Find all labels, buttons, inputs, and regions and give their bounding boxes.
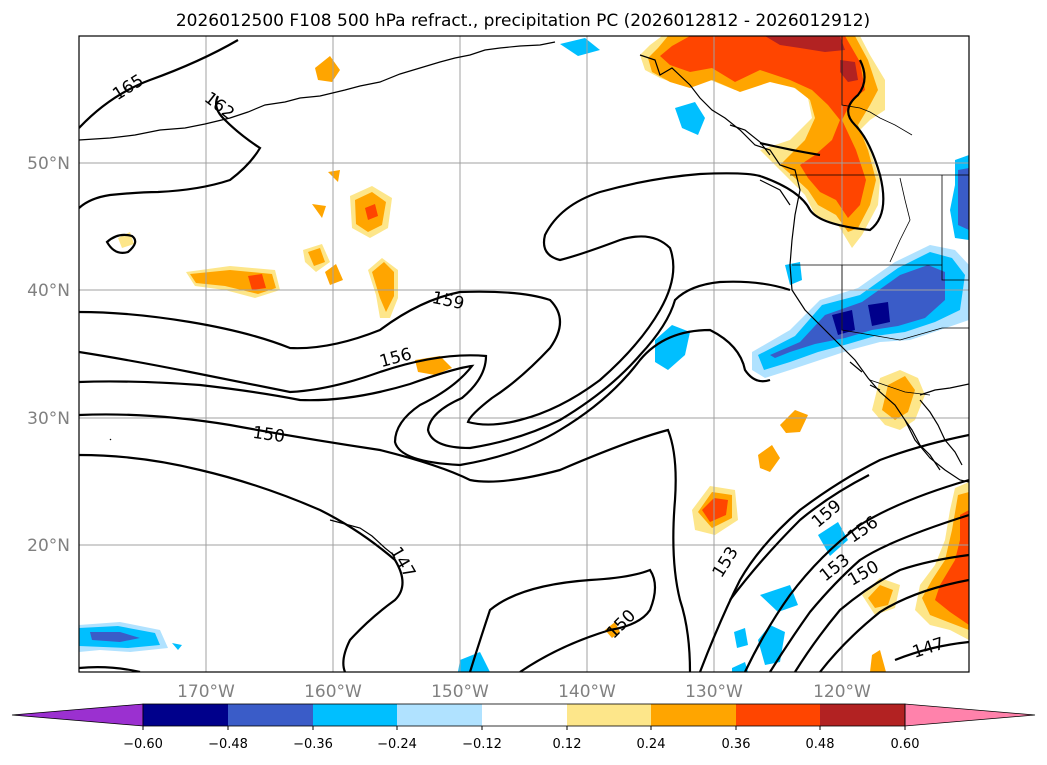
colorbar-tick-label: 0.12 — [553, 737, 582, 752]
colorbar: −0.60 −0.48 −0.36 −0.24 −0.12 0.12 0.24 … — [11, 703, 1036, 752]
map-frame — [78, 35, 970, 673]
precip-area-nevada-utah-navy — [832, 302, 890, 335]
precip-area-west-2-core — [308, 248, 325, 266]
coast-alaska — [79, 41, 556, 141]
lon-tick-label: 170°W — [177, 682, 235, 702]
precip-area-nevada-utah-blue — [770, 265, 945, 358]
precip-area-mid-pacific-a-red — [702, 498, 728, 522]
colorbar-tick-label: 0.36 — [722, 737, 751, 752]
precip-area-west-4-core — [372, 262, 394, 312]
lon-tick-label: 150°W — [431, 682, 489, 702]
contour-147-southeast — [894, 640, 969, 662]
lon-tick-label: 140°W — [558, 682, 616, 702]
colorbar-frame — [142, 703, 906, 727]
colorbar-segment — [820, 704, 905, 726]
colorbar-tick-label: 0.24 — [637, 737, 666, 752]
contour-150 — [79, 413, 692, 672]
precip-area-west-7 — [312, 204, 326, 218]
precip-area-mid-pacific-b — [758, 445, 780, 472]
colorbar-segment — [482, 704, 567, 726]
lon-tick-label: 120°W — [813, 682, 871, 702]
colorbar-tick-label: 0.48 — [806, 737, 835, 752]
colorbar-segment — [228, 704, 313, 726]
contour-153 — [79, 328, 771, 467]
colorbar-arrow-high — [904, 703, 1036, 727]
precip-negative-areas — [79, 38, 969, 672]
precip-area-south-blue1 — [818, 522, 848, 556]
precip-area-nw-inland — [958, 168, 969, 230]
colorbar-segment — [651, 704, 736, 726]
colorbar-segment — [567, 704, 651, 726]
contour-west-closed — [105, 233, 137, 254]
contour-165 — [79, 39, 239, 129]
colorbar-segment — [736, 704, 820, 726]
precip-area-west-8 — [328, 170, 340, 182]
precip-area-pnw-blue — [675, 102, 705, 135]
contour-label: 150 — [251, 423, 286, 447]
contour-seattle — [759, 141, 821, 157]
colorbar-segment — [143, 704, 228, 726]
coastlines — [79, 41, 969, 557]
colorbar-arrow-low — [11, 703, 144, 727]
coast-islands-c — [849, 361, 881, 391]
contour-156 — [79, 280, 791, 450]
lat-tick-label: 50°N — [27, 154, 70, 174]
colorbar-tick-label: −0.24 — [377, 737, 417, 752]
colorbar-ticks — [142, 726, 906, 730]
precip-area-offshore-blue — [655, 325, 690, 370]
lon-tick-label: 130°W — [685, 682, 743, 702]
precip-area-northwest-red — [660, 36, 866, 218]
precip-area-mexico-red — [935, 510, 969, 625]
coast-gulf-california — [919, 383, 969, 396]
latitude-axis: 50°N 40°N 30°N 20°N — [27, 154, 70, 556]
lat-tick-label: 20°N — [27, 536, 70, 556]
coast-islands-b — [729, 124, 791, 206]
contour-147-b — [79, 666, 141, 672]
map-title: 2026012500 F108 500 hPa refract., precip… — [176, 11, 870, 31]
lat-tick-label: 40°N — [27, 281, 70, 301]
contour-147 — [79, 453, 404, 672]
contour-153-south-b — [794, 553, 969, 672]
coast-hawaii-dot — [109, 438, 112, 441]
contour-159-south — [769, 513, 969, 672]
graticule — [79, 36, 969, 672]
precip-area-offshore-blue2 — [785, 262, 802, 285]
precip-area-south-small — [870, 650, 886, 672]
contour-150-south — [468, 568, 657, 672]
precip-area-west-1-red — [365, 204, 378, 220]
coast-baja — [904, 399, 963, 471]
precip-area-south-blue4 — [734, 628, 748, 648]
contour-159-main — [79, 59, 885, 426]
colorbar-tick-label: 0.60 — [891, 737, 920, 752]
colorbar-segment — [397, 704, 482, 726]
precip-area-baja-south-core — [868, 585, 893, 608]
contour-153-mid — [729, 474, 870, 601]
contour-156-south — [744, 478, 969, 672]
precip-area-south-blue2 — [760, 585, 798, 612]
borders — [790, 36, 969, 396]
colorbar-tick-label: −0.48 — [208, 737, 248, 752]
precip-area-southwest-dot — [172, 643, 182, 650]
precip-area-northwest-darkred — [765, 36, 858, 82]
colorbar-tick-label: −0.60 — [123, 737, 163, 752]
lat-tick-label: 30°N — [27, 409, 70, 429]
precip-area-gulf-blue — [560, 38, 600, 56]
lon-tick-label: 160°W — [304, 682, 362, 702]
refractivity-contours — [79, 39, 969, 672]
precip-area-mid-pacific-c — [780, 410, 808, 433]
precip-area-southwest-deep — [90, 632, 140, 642]
colorbar-tick-label: −0.12 — [462, 737, 502, 752]
contour-150-south-b — [819, 578, 969, 672]
precip-area-west-5-red — [248, 274, 266, 290]
contour-162 — [79, 95, 262, 209]
precip-area-south-blue5 — [732, 662, 748, 672]
longitude-axis: 170°W 160°W 150°W 140°W 130°W 120°W — [177, 682, 871, 702]
contour-153-south — [698, 433, 969, 672]
colorbar-tick-label: −0.36 — [293, 737, 333, 752]
precip-area-west-3 — [325, 264, 343, 285]
precip-positive-areas — [118, 36, 969, 672]
map-panel[interactable]: 165 162 159 156 150 147 153 159 156 153 … — [78, 35, 970, 673]
precip-area-gulf-alaska-1 — [315, 56, 340, 82]
colorbar-segment — [313, 704, 397, 726]
